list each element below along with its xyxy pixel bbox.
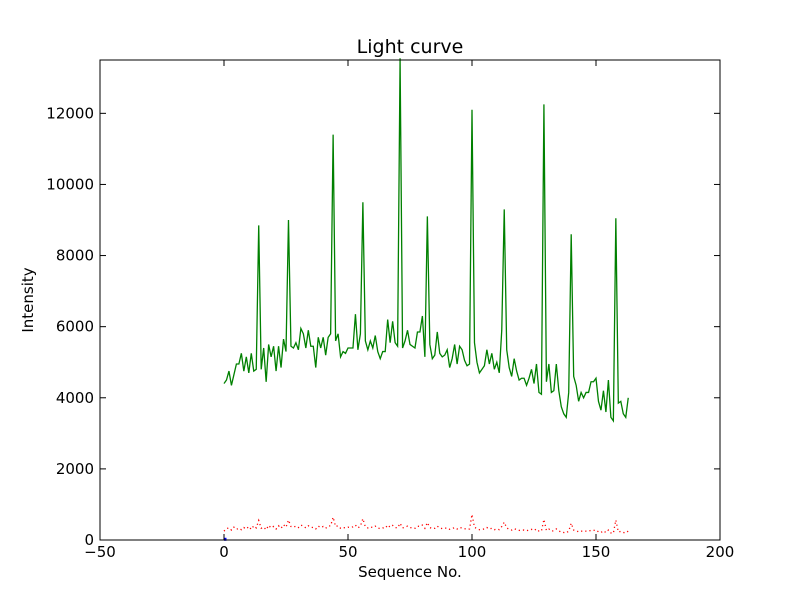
series-line-1: [223, 58, 629, 423]
x-tick-label: 100: [458, 543, 487, 561]
ticks-layer: −50 0 50 100 150 2000200040006000800010000120…: [46, 60, 734, 561]
y-tick-label: 2000: [56, 460, 94, 478]
plot-area: −50 0 50 100 150 2000200040006000800010000120…: [46, 58, 734, 561]
y-tick-label: 12000: [46, 104, 94, 122]
y-tick-label: 4000: [56, 389, 94, 407]
x-tick-label: 50: [338, 543, 357, 561]
x-axis-title: Sequence No.: [358, 563, 462, 581]
plot-background: [100, 60, 720, 540]
y-axis-title: Intensity: [19, 267, 37, 332]
series-line-2: [223, 514, 629, 534]
x-tick-label: 200: [706, 543, 735, 561]
x-tick-label: −50: [84, 543, 116, 561]
y-tick-label: 8000: [56, 247, 94, 265]
x-tick-label: 0: [219, 543, 229, 561]
y-tick-label: 6000: [56, 318, 94, 336]
chart-title: Light curve: [357, 36, 464, 58]
y-tick-label: 0: [84, 531, 94, 549]
plot-frame: [99, 59, 721, 541]
x-tick-label: 150: [582, 543, 611, 561]
y-tick-label: 10000: [46, 175, 94, 193]
